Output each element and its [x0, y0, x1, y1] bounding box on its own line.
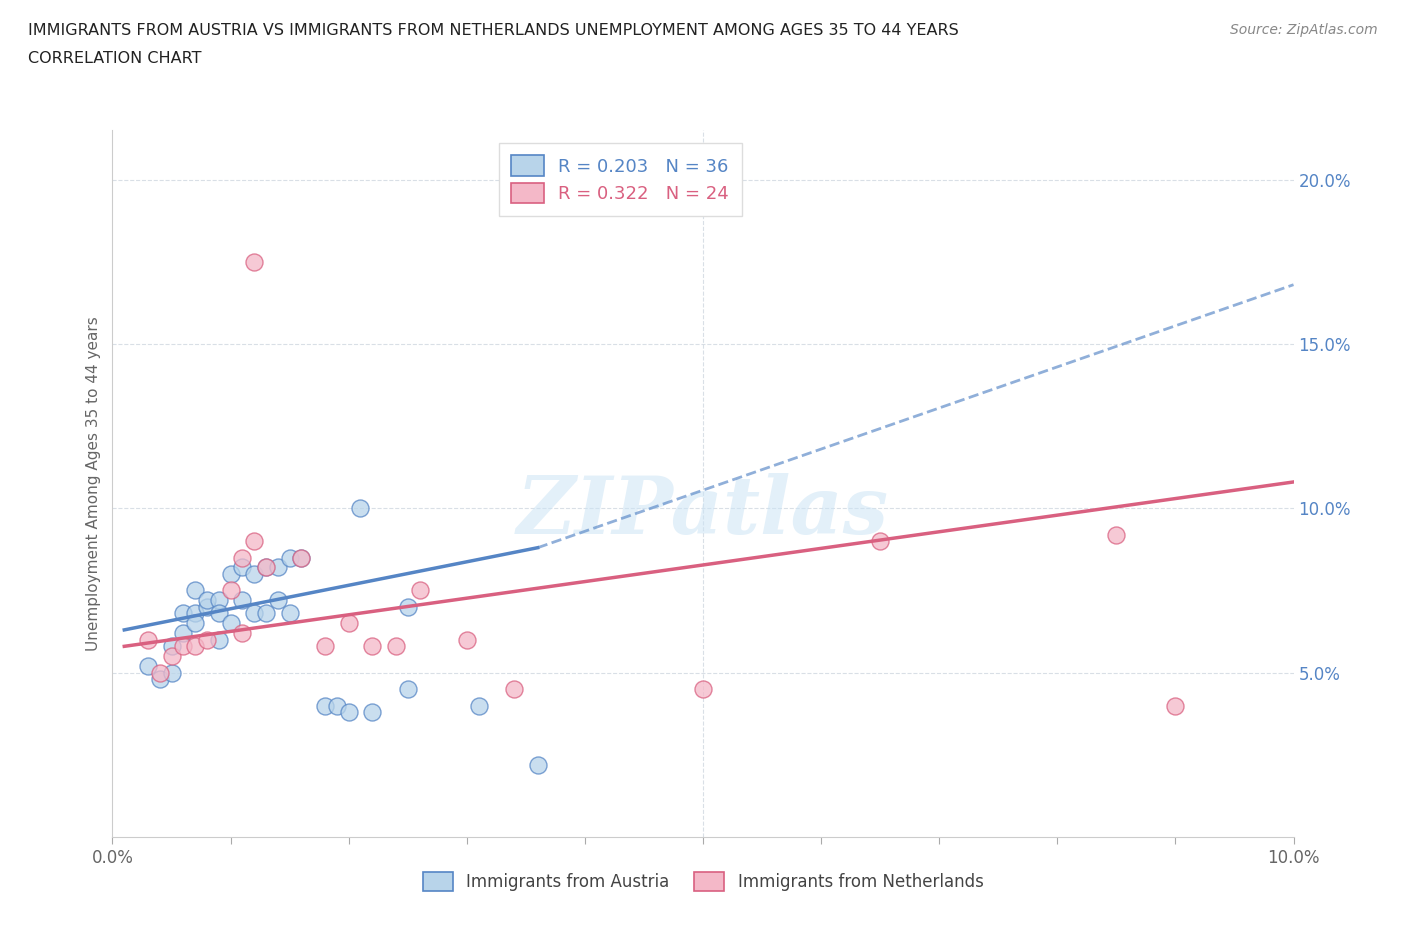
- Point: [219, 583, 242, 598]
- Point: [184, 616, 207, 631]
- Point: [243, 566, 266, 581]
- Point: [267, 592, 290, 607]
- Text: ZIPatlas: ZIPatlas: [517, 473, 889, 551]
- Point: [337, 705, 360, 720]
- Point: [361, 639, 384, 654]
- Point: [231, 626, 253, 641]
- Point: [290, 551, 312, 565]
- Point: [314, 639, 336, 654]
- Point: [243, 254, 266, 269]
- Point: [526, 757, 548, 772]
- Point: [184, 606, 207, 621]
- Point: [208, 606, 231, 621]
- Point: [396, 682, 419, 697]
- Point: [231, 551, 253, 565]
- Point: [278, 551, 301, 565]
- Point: [243, 606, 266, 621]
- Point: [408, 583, 430, 598]
- Point: [869, 534, 891, 549]
- Point: [219, 566, 242, 581]
- Point: [160, 649, 183, 664]
- Point: [149, 665, 172, 680]
- Point: [184, 583, 207, 598]
- Point: [314, 698, 336, 713]
- Point: [1164, 698, 1187, 713]
- Point: [254, 606, 277, 621]
- Point: [349, 501, 371, 516]
- Text: IMMIGRANTS FROM AUSTRIA VS IMMIGRANTS FROM NETHERLANDS UNEMPLOYMENT AMONG AGES 3: IMMIGRANTS FROM AUSTRIA VS IMMIGRANTS FR…: [28, 23, 959, 38]
- Text: Source: ZipAtlas.com: Source: ZipAtlas.com: [1230, 23, 1378, 37]
- Point: [160, 639, 183, 654]
- Point: [208, 632, 231, 647]
- Point: [503, 682, 526, 697]
- Point: [208, 592, 231, 607]
- Point: [361, 705, 384, 720]
- Point: [254, 560, 277, 575]
- Point: [326, 698, 349, 713]
- Point: [467, 698, 489, 713]
- Point: [231, 592, 253, 607]
- Point: [456, 632, 478, 647]
- Point: [160, 665, 183, 680]
- Point: [243, 534, 266, 549]
- Point: [254, 560, 277, 575]
- Point: [195, 600, 218, 615]
- Point: [231, 560, 253, 575]
- Point: [290, 551, 312, 565]
- Point: [136, 658, 159, 673]
- Point: [396, 600, 419, 615]
- Point: [172, 639, 194, 654]
- Point: [172, 606, 194, 621]
- Point: [692, 682, 714, 697]
- Point: [172, 626, 194, 641]
- Point: [1105, 527, 1128, 542]
- Y-axis label: Unemployment Among Ages 35 to 44 years: Unemployment Among Ages 35 to 44 years: [86, 316, 101, 651]
- Text: CORRELATION CHART: CORRELATION CHART: [28, 51, 201, 66]
- Point: [136, 632, 159, 647]
- Point: [278, 606, 301, 621]
- Point: [195, 592, 218, 607]
- Point: [219, 616, 242, 631]
- Point: [184, 639, 207, 654]
- Legend: Immigrants from Austria, Immigrants from Netherlands: Immigrants from Austria, Immigrants from…: [415, 863, 991, 899]
- Point: [195, 632, 218, 647]
- Point: [385, 639, 408, 654]
- Point: [337, 616, 360, 631]
- Point: [267, 560, 290, 575]
- Point: [149, 671, 172, 686]
